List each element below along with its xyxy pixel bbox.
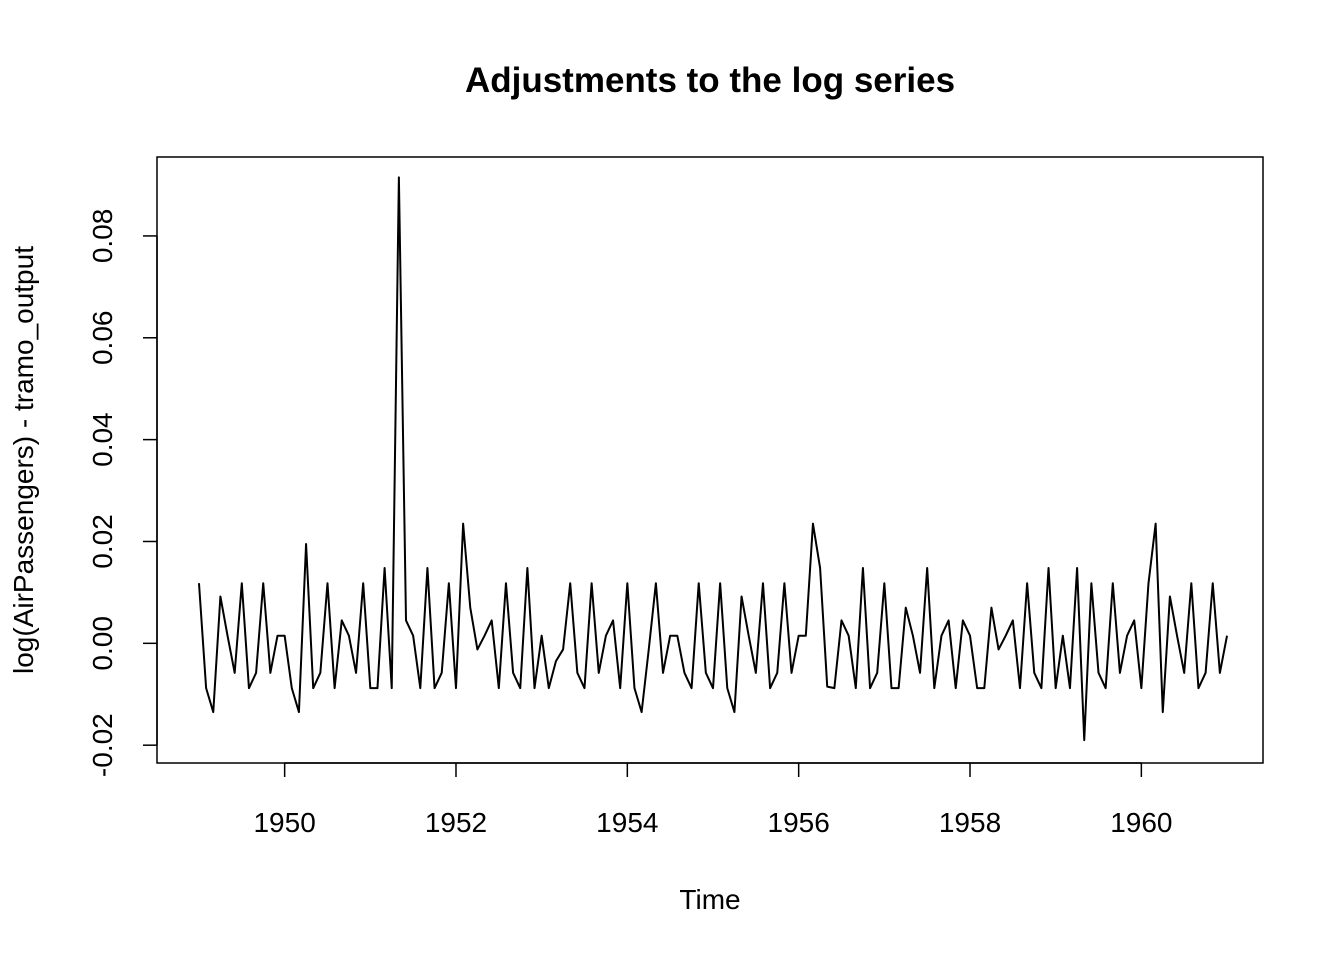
x-tick-label: 1958	[939, 807, 1001, 838]
x-tick-label: 1960	[1110, 807, 1172, 838]
x-tick-label: 1952	[425, 807, 487, 838]
y-axis-label: log(AirPassengers) - tramo_output	[8, 246, 39, 674]
y-tick-label: 0.02	[87, 514, 118, 569]
x-axis-label: Time	[679, 884, 740, 915]
plot-frame	[156, 156, 1264, 764]
x-tick-label: 1954	[596, 807, 658, 838]
y-tick-label: 0.00	[87, 616, 118, 671]
x-axis: 1950 1952 1954 1956 1958 1960	[253, 762, 1172, 838]
x-tick-label: 1956	[768, 807, 830, 838]
y-tick-label: 0.04	[87, 412, 118, 467]
chart-title: Adjustments to the log series	[465, 61, 955, 100]
y-axis: -0.02 0.00 0.02 0.04 0.06 0.08	[87, 209, 158, 777]
y-tick-label: -0.02	[87, 713, 118, 777]
y-tick-label: 0.08	[87, 209, 118, 264]
x-tick-label: 1950	[253, 807, 315, 838]
y-tick-label: 0.06	[87, 311, 118, 366]
series-line	[197, 176, 1229, 742]
